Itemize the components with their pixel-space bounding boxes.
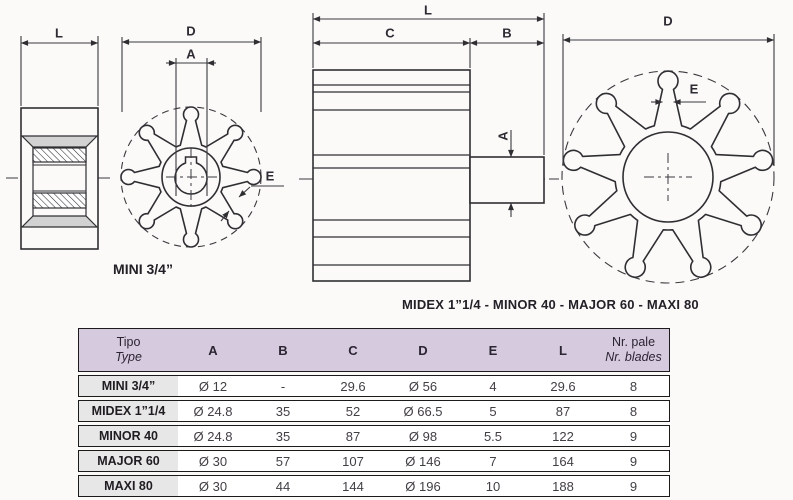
spec-table: Tipo Type A B C D E L Nr. pale Nr. blade… [78, 325, 670, 500]
cell-value: 188 [528, 475, 598, 497]
dim-label-L-large: L [424, 2, 432, 18]
header-col-L: L [528, 328, 598, 372]
cell-value: 5 [458, 400, 528, 422]
cell-value: 5.5 [458, 425, 528, 447]
cell-value: Ø 24.8 [178, 400, 248, 422]
cell-value: 4 [458, 375, 528, 397]
cell-value: 44 [248, 475, 318, 497]
header-type: Type [115, 350, 142, 364]
row-label: MINI 3/4” [78, 375, 178, 397]
large-side-view [299, 69, 559, 282]
cell-value: Ø 30 [178, 475, 248, 497]
header-col-D: D [388, 328, 458, 372]
dim-label-A-shaft: A [495, 131, 511, 141]
table-row: MAJOR 60 Ø 30 57 107 Ø 146 7 164 9 [78, 450, 670, 472]
cell-value: Ø 56 [388, 375, 458, 397]
spec-table-body: MINI 3/4” Ø 12-29.6 Ø 56 4 29.6 8 MIDEX 1”1/4 Ø… [78, 375, 670, 497]
dim-label-C-large: C [385, 25, 395, 41]
cell-value: 10 [458, 475, 528, 497]
hub-insert-hatch-bottom [32, 192, 87, 209]
row-label: MAXI 80 [78, 475, 178, 497]
cell-value: 9 [598, 425, 670, 447]
hub-insert-hatch-top [32, 147, 87, 163]
cell-value: Ø 98 [388, 425, 458, 447]
cell-value: 87 [318, 425, 388, 447]
large-side-dims [312, 13, 545, 217]
cell-value: 8 [598, 400, 670, 422]
mini-front-view [120, 106, 262, 248]
dim-label-E-mini: E [265, 168, 275, 184]
header-col-B: B [248, 328, 318, 372]
mini-model-label: MINI 3/4” [113, 261, 173, 277]
cell-value: 29.6 [528, 375, 598, 397]
large-front-dims [562, 34, 775, 166]
cell-value: Ø 30 [178, 450, 248, 472]
shaft [469, 156, 545, 204]
header-tipo-type: Tipo Type [78, 328, 178, 372]
cell-value: 144 [318, 475, 388, 497]
mini-side-view [6, 107, 113, 250]
cell-value: 9 [598, 450, 670, 472]
header-row: Tipo Type A B C D E L Nr. pale Nr. blade… [78, 328, 670, 372]
cell-value: 107 [318, 450, 388, 472]
cell-value: Ø 146 [388, 450, 458, 472]
header-nr-blades: Nr. pale Nr. blades [598, 328, 670, 372]
dim-label-D-mini: D [186, 23, 196, 39]
models-caption: MIDEX 1”1/4 - MINOR 40 - MAJOR 60 - MAXI… [402, 297, 699, 312]
mini-side-dim-L [20, 36, 99, 106]
row-label: MINOR 40 [78, 425, 178, 447]
dim-label-A-mini: A [186, 46, 196, 62]
cell-value: 8 [598, 375, 670, 397]
table-row: MINI 3/4” Ø 12-29.6 Ø 56 4 29.6 8 [78, 375, 670, 397]
dim-label-B-large: B [502, 25, 512, 41]
large-front-view [561, 70, 775, 284]
header-tipo: Tipo [116, 335, 141, 349]
chamfer-band-bottom [20, 215, 99, 228]
header-col-E: E [458, 328, 528, 372]
header-col-C: C [318, 328, 388, 372]
chamfer-band-top [20, 135, 99, 148]
mini-front-dims [121, 37, 284, 222]
row-label: MAJOR 60 [78, 450, 178, 472]
cell-value: 122 [528, 425, 598, 447]
table-row: MINOR 40 Ø 24.8 35 87 Ø 98 5.5 122 9 [78, 425, 670, 447]
dim-label-D-large: D [663, 13, 673, 29]
cell-value: 52 [318, 400, 388, 422]
cell-value: 87 [528, 400, 598, 422]
cell-value: 57 [248, 450, 318, 472]
table-row: MAXI 80 Ø 30 44 144 Ø 196 10 188 9 [78, 475, 670, 497]
header-nr-blades-en: Nr. blades [605, 350, 662, 364]
row-label: MIDEX 1”1/4 [78, 400, 178, 422]
blade-edge-lines [313, 84, 470, 266]
cell-value: 35 [248, 425, 318, 447]
cell-value: Ø 196 [388, 475, 458, 497]
cell-value: - [248, 375, 318, 397]
dim-label-E-large: E [689, 81, 699, 97]
cell-value: 7 [458, 450, 528, 472]
cell-value: Ø 12 [178, 375, 248, 397]
cell-value: 9 [598, 475, 670, 497]
cell-value: 35 [248, 400, 318, 422]
cell-value: Ø 66.5 [388, 400, 458, 422]
cell-value: 164 [528, 450, 598, 472]
header-col-A: A [178, 328, 248, 372]
cell-value: Ø 24.8 [178, 425, 248, 447]
table-row: MIDEX 1”1/4 Ø 24.8 35 52 Ø 66.5 5 87 8 [78, 400, 670, 422]
technical-drawing [6, 13, 775, 284]
dim-label-L-mini-side: L [55, 25, 63, 41]
cell-value: 29.6 [318, 375, 388, 397]
header-nr-pale: Nr. pale [611, 335, 656, 349]
